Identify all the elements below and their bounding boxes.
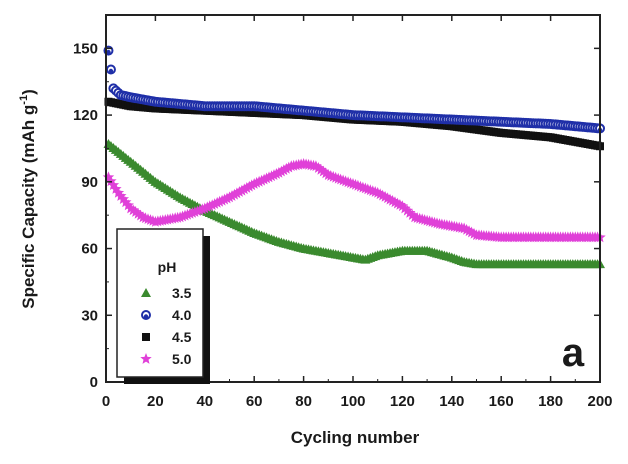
data-point-star bbox=[396, 200, 409, 212]
legend-label: 4.0 bbox=[172, 307, 192, 323]
x-tick-label: 20 bbox=[147, 393, 164, 410]
data-point-star bbox=[125, 202, 137, 214]
legend-items: 3.5 4.0 4.5 5.0 bbox=[140, 285, 192, 367]
x-tick-label: 160 bbox=[489, 393, 514, 410]
data-marks bbox=[102, 45, 606, 269]
data-point-star bbox=[406, 209, 418, 220]
legend-label: 3.5 bbox=[172, 285, 192, 301]
legend-label: 5.0 bbox=[172, 351, 192, 367]
legend-marker-circle-fill bbox=[143, 314, 149, 319]
x-tick-label: 40 bbox=[196, 393, 213, 410]
x-tick-label: 200 bbox=[587, 393, 612, 410]
data-point-star bbox=[115, 190, 127, 201]
y-axis-title-end: ) bbox=[19, 89, 38, 95]
legend-title: pH bbox=[158, 259, 177, 275]
legend: pH 3.5 4.0 4.5 5.0 bbox=[116, 228, 210, 384]
x-tick-label: 180 bbox=[538, 393, 563, 410]
y-axis-title: Specific Capacity (mAh g-1) bbox=[18, 89, 38, 309]
series-star bbox=[102, 158, 606, 243]
data-point-star bbox=[110, 183, 122, 194]
data-point-star bbox=[317, 165, 330, 177]
data-point-star bbox=[120, 196, 132, 208]
data-point-star bbox=[399, 202, 411, 214]
y-tick-label: 150 bbox=[73, 40, 98, 57]
data-point-star bbox=[404, 207, 416, 218]
data-point-star bbox=[127, 204, 139, 216]
y-axis-title-main: Specific Capacity (mAh g bbox=[19, 105, 38, 309]
data-point-star bbox=[117, 193, 129, 204]
data-point-star bbox=[132, 207, 144, 219]
legend-marker-circle bbox=[141, 310, 151, 320]
data-point-star bbox=[310, 160, 322, 172]
legend-marker-triangle bbox=[141, 288, 151, 297]
y-tick-label: 120 bbox=[73, 107, 98, 124]
y-tick-label: 60 bbox=[81, 241, 98, 258]
series-circle bbox=[103, 45, 605, 134]
x-axis-title: Cycling number bbox=[291, 428, 420, 447]
data-point-circle-fill bbox=[108, 68, 114, 74]
legend-marker-star bbox=[140, 353, 152, 364]
data-point-star bbox=[134, 209, 147, 221]
x-tick-label: 120 bbox=[390, 393, 415, 410]
y-tick-label: 30 bbox=[81, 307, 98, 324]
data-point-circle-fill bbox=[106, 49, 111, 55]
legend-marker-square bbox=[142, 333, 150, 341]
y-axis-title-sup: -1 bbox=[18, 95, 30, 105]
data-point-star bbox=[315, 163, 327, 175]
panel-label: a bbox=[562, 331, 585, 375]
data-point-star bbox=[107, 179, 120, 190]
x-tick-label: 0 bbox=[102, 393, 110, 410]
data-point-star bbox=[112, 186, 125, 198]
data-point-star bbox=[312, 162, 325, 173]
y-tick-label: 90 bbox=[81, 174, 98, 191]
legend-label: 4.5 bbox=[172, 329, 192, 345]
legend-box bbox=[116, 228, 204, 378]
x-tick-label: 140 bbox=[439, 393, 464, 410]
data-point-circle bbox=[105, 64, 116, 75]
y-tick-label: 0 bbox=[90, 374, 98, 391]
series-triangle bbox=[103, 139, 605, 269]
x-tick-label: 80 bbox=[295, 393, 312, 410]
x-tick-label: 100 bbox=[340, 393, 365, 410]
x-tick-label: 60 bbox=[246, 393, 263, 410]
axes: 0 20 40 60 80 100 120 140 160 180 200 0 30 60 90 120 150 bbox=[73, 15, 613, 410]
